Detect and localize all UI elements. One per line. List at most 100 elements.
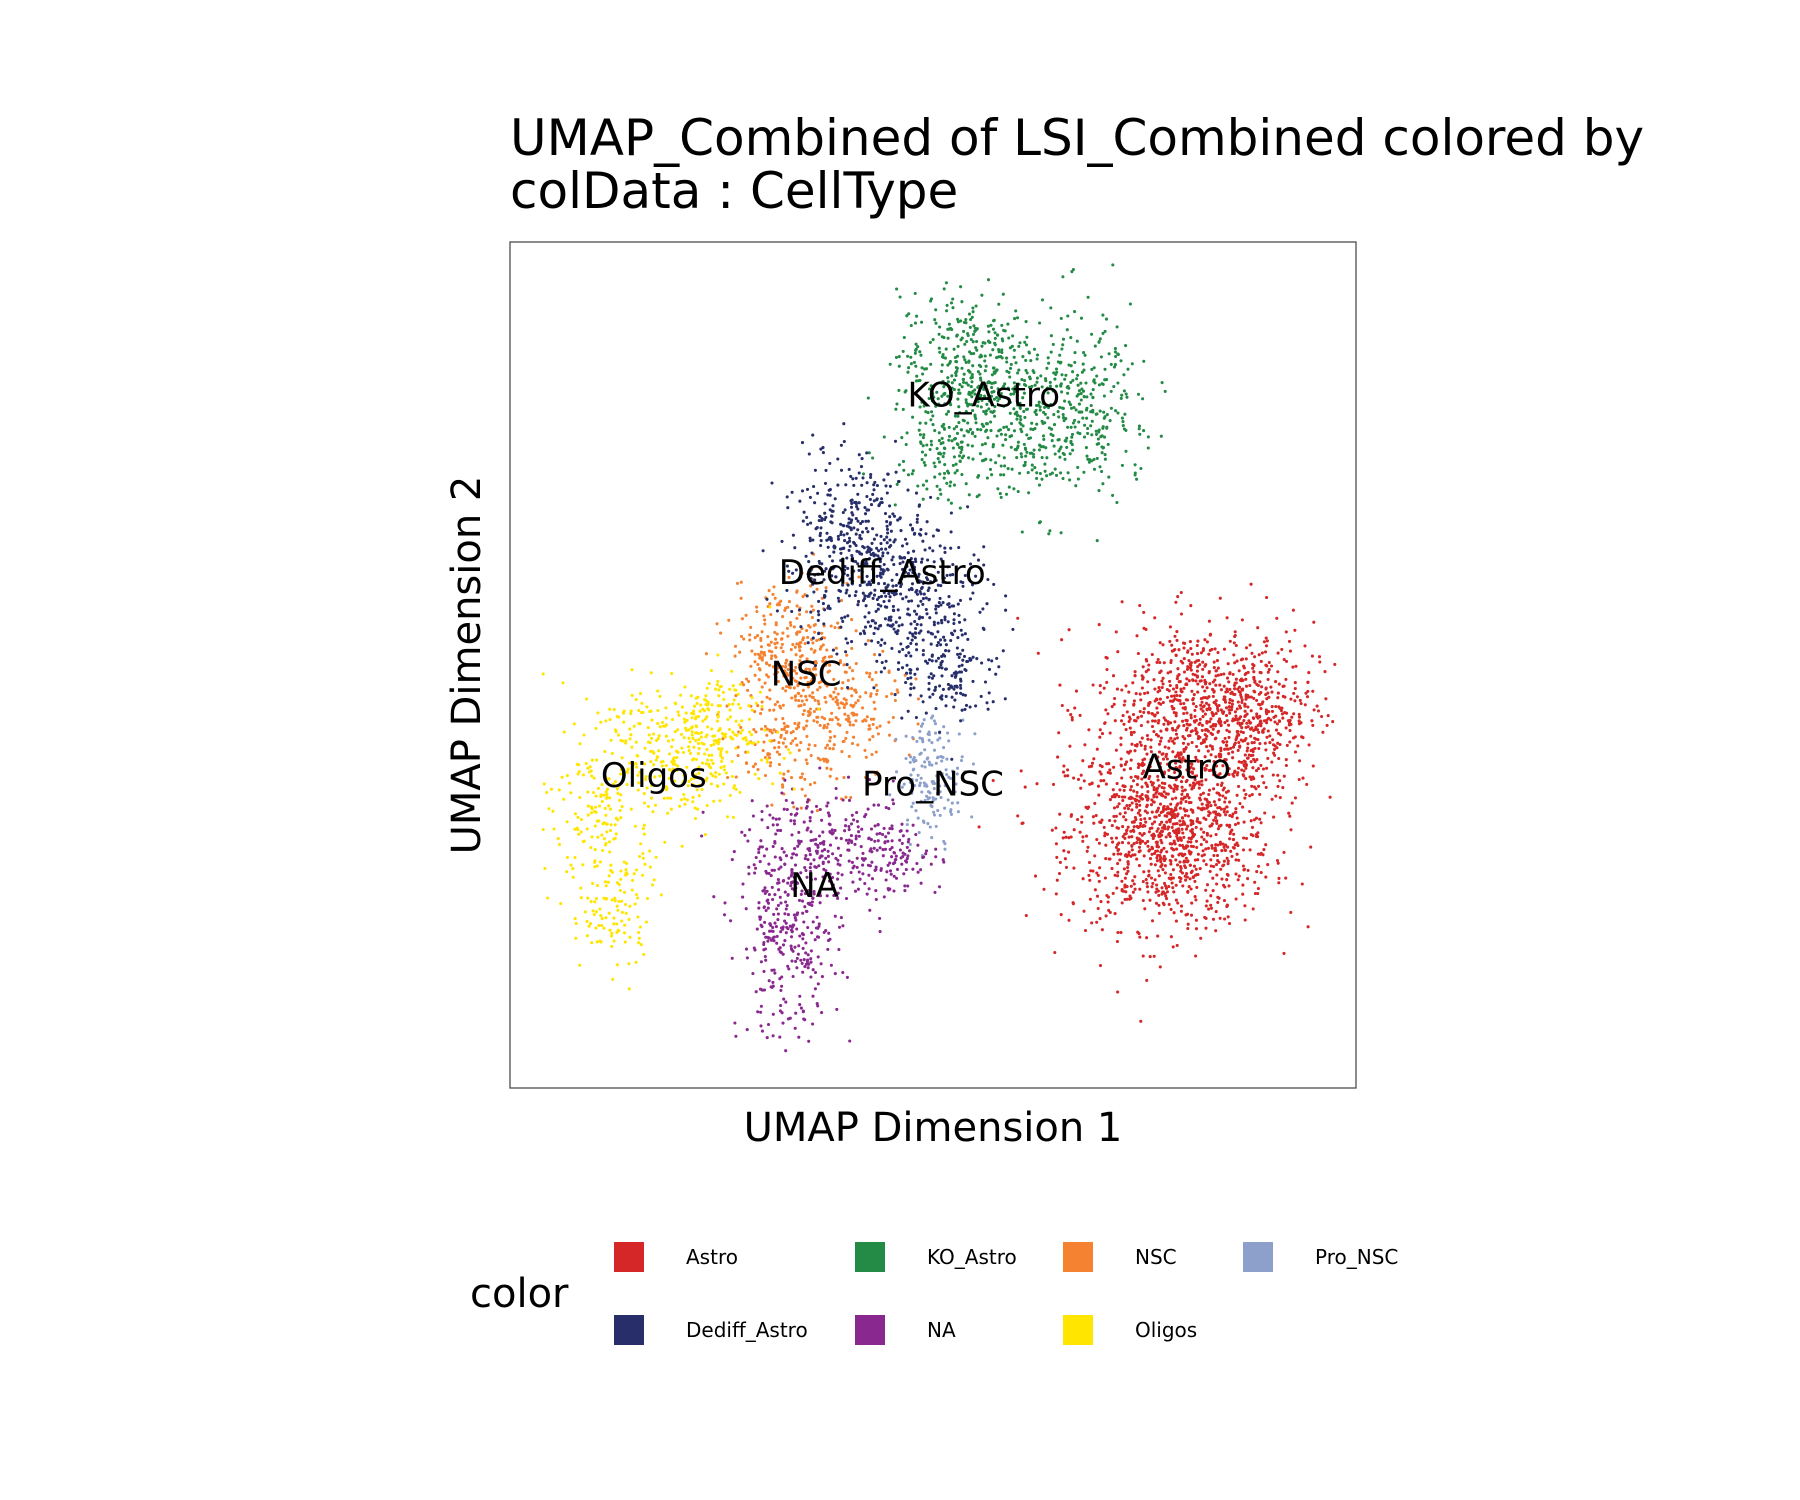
point-dediff-astro xyxy=(966,505,970,509)
point-nsc xyxy=(865,671,869,675)
point-astro xyxy=(1218,683,1222,687)
point-astro xyxy=(1114,630,1118,634)
point-ko-astro xyxy=(962,355,966,359)
point-nsc xyxy=(782,727,786,731)
point-astro xyxy=(1157,686,1161,690)
point-dediff-astro xyxy=(780,539,784,543)
point-nsc xyxy=(850,646,854,650)
point-ko-astro xyxy=(980,344,984,348)
point-astro xyxy=(1115,886,1119,890)
point-astro xyxy=(1173,767,1177,771)
point-astro xyxy=(1254,725,1258,729)
point-na xyxy=(790,959,794,963)
point-astro xyxy=(1241,805,1245,809)
point-ko-astro xyxy=(1032,347,1037,351)
point-pro-nsc xyxy=(909,755,913,759)
point-astro xyxy=(1067,918,1071,922)
point-astro xyxy=(1108,798,1112,802)
point-astro xyxy=(1243,709,1247,713)
point-ko-astro xyxy=(936,496,940,500)
point-na xyxy=(789,944,793,948)
point-ko-astro xyxy=(909,355,913,359)
point-ko-astro xyxy=(1068,403,1073,407)
point-astro xyxy=(1270,709,1275,713)
point-ko-astro xyxy=(1009,362,1013,366)
point-astro xyxy=(1239,693,1243,697)
point-pro-nsc xyxy=(936,808,940,813)
point-astro xyxy=(1291,736,1296,740)
point-astro xyxy=(1019,769,1023,773)
point-astro xyxy=(1304,691,1308,695)
point-astro xyxy=(1276,741,1280,745)
point-astro xyxy=(1042,887,1046,891)
point-astro xyxy=(1147,830,1151,834)
point-ko-astro xyxy=(932,461,936,465)
point-pro-nsc xyxy=(934,824,938,828)
point-astro xyxy=(1211,876,1215,880)
point-na xyxy=(833,914,837,918)
point-astro xyxy=(1194,704,1198,709)
point-dediff-astro xyxy=(880,497,884,501)
point-dediff-astro xyxy=(863,625,868,629)
point-na xyxy=(827,931,831,935)
point-nsc xyxy=(744,613,748,617)
point-dediff-astro xyxy=(935,643,939,647)
point-astro xyxy=(1290,801,1294,805)
point-nsc xyxy=(772,728,776,732)
point-ko-astro xyxy=(914,348,918,352)
point-astro xyxy=(1269,685,1273,689)
point-astro xyxy=(1168,683,1172,688)
point-ko-astro xyxy=(1094,432,1099,436)
point-dediff-astro xyxy=(956,636,960,640)
point-dediff-astro xyxy=(842,533,846,537)
point-dediff-astro xyxy=(807,452,811,456)
point-astro xyxy=(1183,788,1187,792)
point-astro xyxy=(1256,891,1260,896)
point-ko-astro xyxy=(942,451,946,455)
point-astro xyxy=(1064,865,1069,869)
point-astro xyxy=(1190,689,1194,693)
point-ko-astro xyxy=(1124,449,1128,453)
point-astro xyxy=(1293,796,1298,800)
point-astro xyxy=(1148,816,1152,821)
point-dediff-astro xyxy=(947,602,951,606)
point-ko-astro xyxy=(992,381,996,385)
point-astro xyxy=(1214,816,1218,820)
point-astro xyxy=(1178,806,1182,810)
point-astro xyxy=(1236,821,1240,825)
point-astro xyxy=(1205,840,1209,844)
point-dediff-astro xyxy=(815,526,819,530)
point-astro xyxy=(1154,840,1158,844)
point-astro xyxy=(1305,695,1310,699)
point-astro xyxy=(1227,772,1231,777)
point-astro xyxy=(1176,726,1180,730)
point-astro xyxy=(1178,694,1182,698)
point-astro xyxy=(1189,713,1193,717)
point-astro xyxy=(1189,716,1193,720)
point-dediff-astro xyxy=(934,685,938,689)
point-ko-astro xyxy=(1094,429,1098,433)
point-astro xyxy=(1132,789,1136,793)
point-ko-astro xyxy=(940,369,944,373)
point-astro xyxy=(1183,865,1188,870)
point-na xyxy=(807,1039,811,1043)
point-astro xyxy=(1297,715,1302,719)
point-ko-astro xyxy=(1101,482,1105,486)
point-astro xyxy=(1228,671,1232,675)
point-ko-astro xyxy=(897,364,901,368)
point-astro xyxy=(1267,695,1271,699)
point-ko-astro xyxy=(952,427,956,431)
point-astro xyxy=(1225,676,1230,680)
point-astro xyxy=(1273,753,1277,757)
point-dediff-astro xyxy=(896,629,900,633)
point-astro xyxy=(1165,728,1169,732)
point-astro xyxy=(1123,897,1127,901)
point-astro xyxy=(1284,630,1288,634)
point-astro xyxy=(1203,689,1207,693)
point-astro xyxy=(1173,634,1177,638)
point-ko-astro xyxy=(1076,383,1080,387)
point-astro xyxy=(1150,798,1154,802)
point-ko-astro xyxy=(976,427,980,431)
point-astro xyxy=(1266,670,1270,674)
point-nsc xyxy=(719,631,723,635)
